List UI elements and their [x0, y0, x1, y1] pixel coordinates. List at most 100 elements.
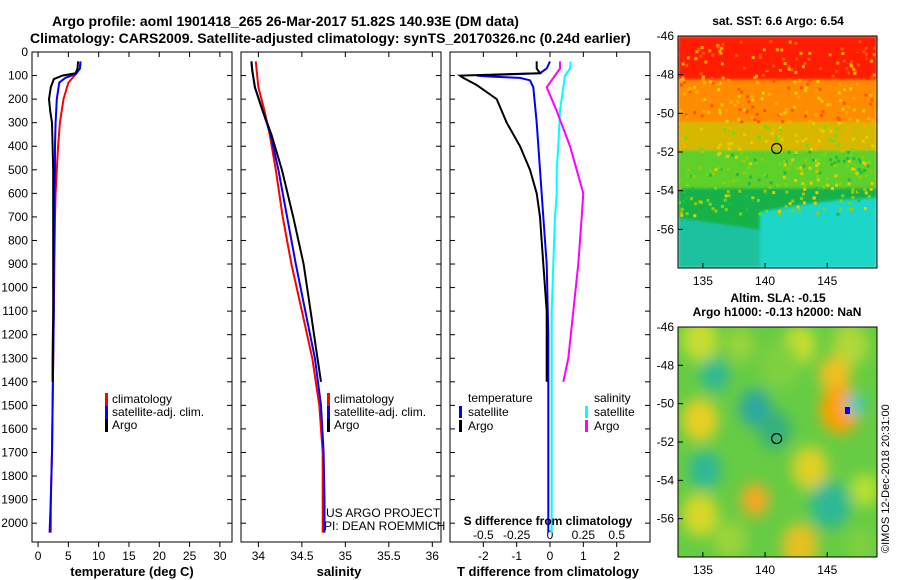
sst-pixel: [741, 159, 744, 163]
sst-pixel: [753, 118, 757, 122]
sst-pixel: [859, 176, 863, 180]
sst-pixel: [763, 189, 767, 193]
sst-pixel: [683, 92, 687, 96]
sst-pixel: [679, 211, 683, 215]
sst-pixel: [679, 78, 683, 82]
sst-pixel: [837, 91, 841, 95]
sst-pixel: [737, 118, 741, 121]
series-line-argo: [250, 61, 322, 382]
sst-pixel: [700, 127, 704, 131]
sst-pixel: [768, 185, 772, 189]
sst-pixel: [718, 108, 722, 112]
sst-pixel: [765, 209, 768, 213]
sst-pixel: [688, 90, 692, 94]
sst-pixel: [729, 100, 733, 104]
sst-pixel: [733, 103, 737, 107]
sst-pixel: [797, 95, 801, 99]
sla-anomaly: [741, 483, 769, 517]
sst-pixel: [767, 92, 771, 96]
sst-pixel: [684, 113, 688, 117]
sst-pixel: [803, 187, 807, 191]
sst-pixel: [693, 85, 697, 89]
sst-pixel: [873, 134, 877, 138]
sst-pixel: [867, 195, 871, 199]
y-tick-label: -46: [657, 29, 675, 43]
sst-pixel: [793, 80, 797, 84]
sst-cold-region: [678, 218, 760, 268]
sst-pixel: [836, 61, 840, 65]
sst-pixel: [870, 75, 874, 79]
sst-pixel: [749, 162, 753, 166]
sst-pixel: [838, 56, 842, 60]
sst-pixel: [708, 49, 712, 53]
sst-pixel: [850, 60, 853, 64]
sst-pixel: [863, 162, 867, 166]
sst-pixel: [684, 136, 688, 140]
sst-pixel: [763, 125, 767, 129]
sst-pixel: [798, 208, 802, 212]
sst-pixel: [839, 199, 843, 203]
sst-pixel: [783, 111, 787, 115]
sst-pixel: [700, 46, 704, 49]
legend-label-t-satellite: satellite: [468, 405, 509, 419]
s-tick-label: 0: [547, 528, 554, 542]
sst-pixel: [808, 51, 812, 55]
sst-pixel: [687, 168, 691, 172]
sst-pixel: [816, 162, 820, 166]
sst-pixel: [763, 173, 767, 177]
sst-pixel: [865, 44, 869, 48]
sla-anomaly: [682, 398, 718, 442]
sst-pixel: [855, 171, 859, 175]
sst-pixel: [769, 40, 773, 44]
x-tick-label: 2: [613, 549, 620, 563]
sst-pixel: [872, 73, 876, 77]
sst-pixel: [842, 88, 846, 92]
sst-pixel: [818, 171, 822, 175]
y-tick-label: 400: [8, 139, 28, 153]
sst-pixel: [716, 82, 720, 86]
sst-pixel: [857, 199, 861, 203]
sst-pixel: [863, 124, 867, 128]
sst-pixel: [817, 96, 821, 100]
sst-pixel: [765, 67, 769, 71]
sst-pixel: [864, 93, 868, 97]
sst-pixel: [813, 159, 817, 163]
series-line-temperature-argo: [456, 61, 548, 382]
sst-pixel: [767, 126, 770, 130]
sst-pixel: [817, 157, 821, 161]
sst-pixel: [775, 48, 779, 52]
y-tick-label: -56: [657, 222, 675, 236]
sst-pixel: [711, 172, 715, 176]
sst-pixel: [703, 98, 707, 101]
sst-pixel: [735, 53, 739, 57]
sst-pixel: [870, 98, 874, 102]
sst-pixel: [732, 179, 736, 183]
sst-pixel: [866, 57, 870, 61]
sst-pixel: [714, 209, 718, 213]
sst-pixel: [695, 90, 699, 94]
sst-pixel: [823, 152, 827, 156]
sst-pixel: [829, 129, 833, 133]
sst-pixel: [683, 144, 687, 148]
x-tick-label: 34.5: [290, 549, 314, 563]
sst-pixel: [816, 169, 820, 173]
sst-pixel: [816, 80, 820, 83]
sst-pixel: [862, 50, 866, 54]
sst-map-panel: sat. SST: 6.6 Argo: 6.54 135 140 145 -46 -48…: [657, 14, 878, 288]
sst-pixel: [724, 194, 728, 198]
sst-pixel: [758, 53, 762, 57]
sst-pixel: [803, 158, 807, 162]
sst-pixel: [781, 120, 785, 124]
legend-swatch-s-satellite: [585, 406, 588, 418]
x-tick-label: 145: [817, 274, 837, 288]
sla-anomaly: [682, 493, 718, 537]
legend-label-t-argo: Argo: [468, 419, 494, 433]
sst-pixel: [800, 86, 803, 90]
sst-pixel: [847, 178, 851, 182]
sst-pixel: [753, 158, 757, 162]
sst-pixel: [726, 154, 730, 158]
sst-pixel: [847, 182, 851, 186]
sst-pixel: [863, 168, 867, 172]
temperature-axis-label: temperature (deg C): [70, 564, 194, 579]
sst-pixel: [801, 139, 805, 143]
